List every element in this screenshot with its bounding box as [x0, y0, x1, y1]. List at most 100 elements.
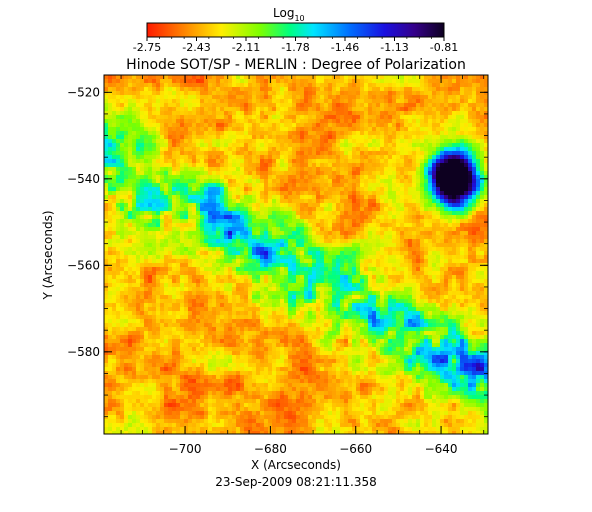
heatmap-cell: [396, 267, 400, 271]
heatmap-cell: [320, 195, 324, 199]
heatmap-cell: [172, 179, 176, 183]
heatmap-cell: [192, 179, 196, 183]
heatmap-cell: [116, 159, 120, 163]
heatmap-cell: [356, 107, 360, 111]
heatmap-cell: [380, 203, 384, 207]
heatmap-cell: [168, 247, 172, 251]
heatmap-cell: [300, 143, 304, 147]
heatmap-cell: [180, 231, 184, 235]
heatmap-cell: [328, 151, 332, 155]
heatmap-cell: [116, 215, 120, 219]
heatmap-cell: [140, 183, 144, 187]
heatmap-cell: [384, 107, 388, 111]
heatmap-cell: [176, 235, 180, 239]
heatmap-cell: [248, 207, 252, 211]
heatmap-cell: [328, 211, 332, 215]
heatmap-cell: [468, 195, 472, 199]
heatmap-cell: [436, 211, 440, 215]
heatmap-cell: [236, 279, 240, 283]
heatmap-cell: [268, 219, 272, 223]
heatmap-cell: [104, 267, 108, 271]
heatmap-cell: [140, 95, 144, 99]
heatmap-cell: [188, 103, 192, 107]
heatmap-cell: [352, 259, 356, 263]
heatmap-cell: [328, 247, 332, 251]
heatmap-cell: [352, 235, 356, 239]
heatmap-cell: [260, 259, 264, 263]
heatmap-cell: [392, 95, 396, 99]
heatmap-cell: [164, 223, 168, 227]
heatmap-cell: [432, 243, 436, 247]
heatmap-cell: [436, 191, 440, 195]
heatmap-cell: [220, 247, 224, 251]
heatmap-cell: [480, 79, 484, 83]
heatmap-cell: [260, 159, 264, 163]
heatmap-cell: [432, 203, 436, 207]
heatmap-cell: [120, 159, 124, 163]
heatmap-cell: [304, 223, 308, 227]
heatmap-cell: [428, 239, 432, 243]
heatmap-cell: [376, 75, 380, 79]
heatmap-cell: [296, 83, 300, 87]
heatmap-cell: [304, 111, 308, 115]
heatmap-cell: [124, 95, 128, 99]
heatmap-cell: [300, 135, 304, 139]
heatmap-cell: [308, 179, 312, 183]
heatmap-cell: [208, 127, 212, 131]
heatmap-cell: [388, 91, 392, 95]
heatmap-cell: [172, 187, 176, 191]
heatmap-cell: [428, 79, 432, 83]
heatmap-cell: [436, 275, 440, 279]
heatmap-cell: [356, 191, 360, 195]
heatmap-cell: [232, 167, 236, 171]
heatmap-cell: [324, 251, 328, 255]
heatmap-cell: [472, 267, 476, 271]
heatmap-cell: [412, 227, 416, 231]
heatmap-cell: [156, 207, 160, 211]
heatmap-cell: [240, 235, 244, 239]
heatmap-cell: [104, 147, 108, 151]
heatmap-cell: [140, 147, 144, 151]
heatmap-cell: [228, 203, 232, 207]
heatmap-cell: [228, 115, 232, 119]
heatmap-cell: [220, 123, 224, 127]
heatmap-cell: [292, 275, 296, 279]
heatmap-cell: [292, 87, 296, 91]
heatmap-cell: [136, 103, 140, 107]
heatmap-cell: [172, 247, 176, 251]
heatmap-cell: [480, 91, 484, 95]
heatmap-cell: [252, 207, 256, 211]
heatmap-cell: [288, 119, 292, 123]
heatmap-cell: [424, 247, 428, 251]
heatmap-cell: [348, 83, 352, 87]
heatmap-cell: [452, 239, 456, 243]
heatmap-cell: [372, 211, 376, 215]
heatmap-cell: [316, 271, 320, 275]
heatmap-cell: [104, 99, 108, 103]
heatmap-cell: [356, 99, 360, 103]
heatmap-cell: [420, 155, 424, 159]
heatmap-cell: [348, 231, 352, 235]
heatmap-cell: [360, 227, 364, 231]
heatmap-cell: [284, 115, 288, 119]
heatmap-cell: [440, 251, 444, 255]
heatmap-cell: [176, 135, 180, 139]
heatmap-cell: [460, 195, 464, 199]
heatmap-cell: [360, 135, 364, 139]
heatmap-cell: [228, 259, 232, 263]
heatmap-cell: [396, 183, 400, 187]
heatmap-cell: [480, 211, 484, 215]
heatmap-cell: [468, 171, 472, 175]
heatmap-cell: [372, 111, 376, 115]
heatmap-cell: [128, 259, 132, 263]
heatmap-cell: [112, 207, 116, 211]
heatmap-cell: [176, 267, 180, 271]
heatmap-cell: [112, 199, 116, 203]
heatmap-cell: [480, 247, 484, 251]
heatmap-cell: [356, 147, 360, 151]
heatmap-cell: [348, 235, 352, 239]
heatmap-cell: [396, 227, 400, 231]
heatmap-cell: [120, 175, 124, 179]
heatmap-cell: [140, 91, 144, 95]
heatmap-cell: [276, 115, 280, 119]
